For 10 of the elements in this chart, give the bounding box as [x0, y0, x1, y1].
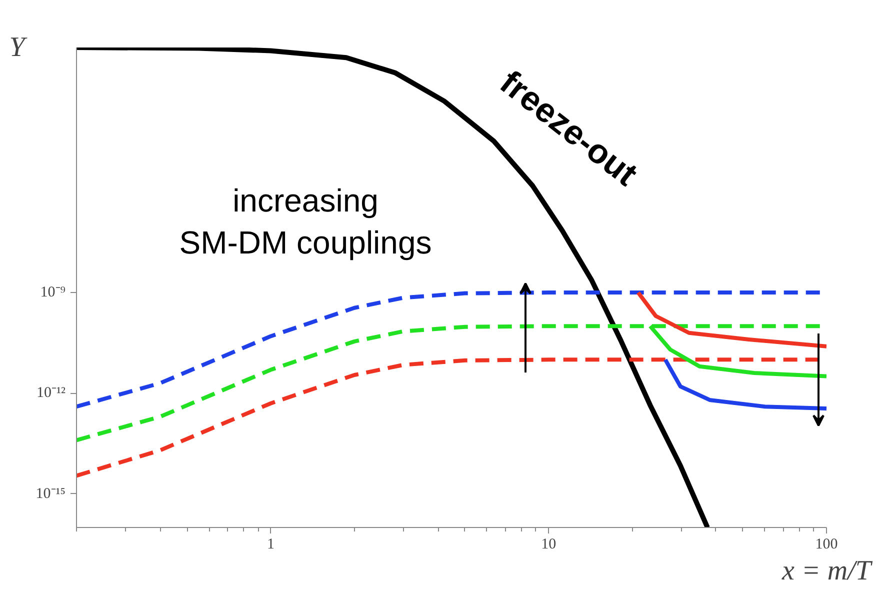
- y-tick-label: 10⁻¹²: [36, 385, 66, 402]
- y-tick-label: 10⁻¹⁵: [36, 486, 66, 502]
- y-axis-title: Y: [9, 32, 28, 63]
- x-tick-label: 100: [815, 536, 838, 552]
- x-tick-label: 1: [266, 536, 274, 552]
- x-axis-title: x = m/T: [781, 556, 874, 586]
- x-tick-label: 10: [541, 536, 556, 552]
- y-tick-label: 10⁻⁹: [40, 284, 66, 301]
- annotation: increasing: [232, 182, 378, 218]
- annotation: SM-DM couplings: [179, 224, 432, 260]
